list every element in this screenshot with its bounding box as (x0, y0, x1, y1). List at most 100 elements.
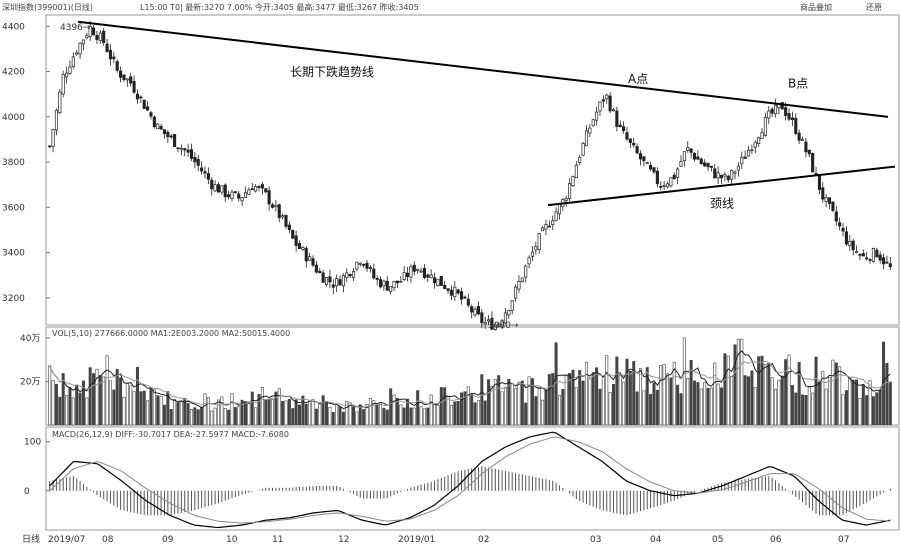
volume-bar (152, 389, 156, 426)
candle-body (102, 30, 106, 43)
candle-body (804, 141, 808, 153)
volume-bar (659, 365, 663, 426)
volume-bar (129, 385, 133, 426)
candle-body (162, 129, 167, 135)
candle-body (54, 109, 58, 131)
volume-bar (213, 407, 217, 426)
candle-body (112, 56, 116, 60)
candle-body (622, 126, 626, 132)
volume-bar (142, 390, 146, 426)
volume-bar (561, 389, 565, 426)
candle-body (297, 243, 302, 249)
candle-body (220, 185, 224, 193)
macd-tick-label: 0 (24, 487, 30, 497)
candle-body (716, 172, 720, 179)
quote-info: L15:00 T0| 最新:3270 7.00% 今开:3405 最高:3477… (140, 2, 419, 12)
price-axis: 4400 4200 4000 3800 3600 3400 3200 (2, 22, 50, 304)
volume-bar (412, 407, 416, 426)
overlay-button[interactable]: 商品叠加 (800, 2, 832, 12)
candle-body (260, 184, 264, 189)
candle-body (463, 296, 467, 299)
candle-body (811, 152, 815, 173)
candle-body (709, 165, 713, 168)
volume-bar (449, 404, 453, 426)
candle-body (605, 94, 609, 100)
candle-body (85, 35, 89, 39)
volume-bar (851, 379, 855, 426)
candle-body (865, 257, 869, 260)
candle-body (790, 117, 794, 120)
volume-bar (527, 376, 531, 426)
volume-bar (770, 377, 774, 426)
candle-body (503, 312, 507, 324)
volume-bar (274, 391, 278, 426)
candle-body (885, 261, 889, 264)
candle-body (65, 72, 69, 78)
x-tick-label: 09 (162, 535, 174, 545)
candle-body (426, 274, 430, 278)
volume-bar (649, 394, 653, 426)
volume-bar (547, 374, 551, 426)
candle-body (635, 146, 639, 154)
volume-bar (804, 395, 808, 426)
volume-bar (291, 408, 295, 426)
candle-body (699, 158, 703, 165)
price-tick-label: 4200 (2, 68, 25, 78)
volume-bar (132, 391, 136, 426)
volume-bar (48, 365, 52, 426)
candle-body (200, 167, 204, 172)
candle-body (129, 76, 133, 84)
candle-body (274, 204, 278, 208)
candle-body (61, 74, 65, 95)
candle-body (500, 320, 504, 327)
volume-bar (537, 387, 541, 426)
volume-bar (476, 400, 480, 426)
volume-bar (189, 409, 193, 426)
volume-bar (230, 393, 234, 426)
candle-body (395, 280, 399, 284)
volume-bar (341, 411, 345, 426)
candle-body (368, 267, 372, 269)
volume-bar (119, 377, 123, 426)
volume-bar (871, 396, 875, 426)
volume-bar (767, 362, 771, 426)
candle-body (848, 240, 852, 247)
candle-body (520, 277, 524, 282)
volume-bar (855, 379, 859, 426)
candle-body (321, 272, 325, 283)
volume-bar (831, 359, 835, 426)
volume-bar (314, 408, 318, 426)
candle-body (763, 116, 767, 136)
candle-body (122, 74, 126, 80)
volume-bar (406, 398, 410, 426)
candle-body (490, 317, 494, 330)
volume-bar (473, 402, 477, 426)
volume-bar (699, 388, 703, 426)
candle-body (78, 42, 82, 55)
volume-bar (446, 396, 450, 426)
volume-bar (760, 355, 764, 426)
candle-body (389, 286, 393, 292)
volume-bar (365, 404, 369, 426)
candle-body (68, 66, 72, 74)
volume-bar (490, 385, 494, 426)
volume-bar (122, 396, 126, 426)
candle-body (750, 149, 754, 152)
volume-bar (348, 402, 352, 426)
price-candles (48, 21, 892, 331)
candle-body (787, 113, 791, 120)
candle-body (189, 149, 194, 159)
price-tick-label: 3200 (2, 294, 25, 304)
candle-body (416, 268, 420, 271)
candle-body (537, 233, 541, 250)
candle-body (662, 185, 666, 187)
candle-body (429, 274, 433, 279)
volume-bar (625, 358, 629, 426)
candle-body (855, 251, 859, 253)
volume-bar (169, 409, 173, 426)
restore-button[interactable]: 还原 (866, 2, 882, 12)
candle-body (412, 264, 416, 272)
volume-bar (139, 391, 143, 426)
candle-body (608, 95, 612, 112)
chart-annotation: 颈线 (710, 196, 734, 210)
